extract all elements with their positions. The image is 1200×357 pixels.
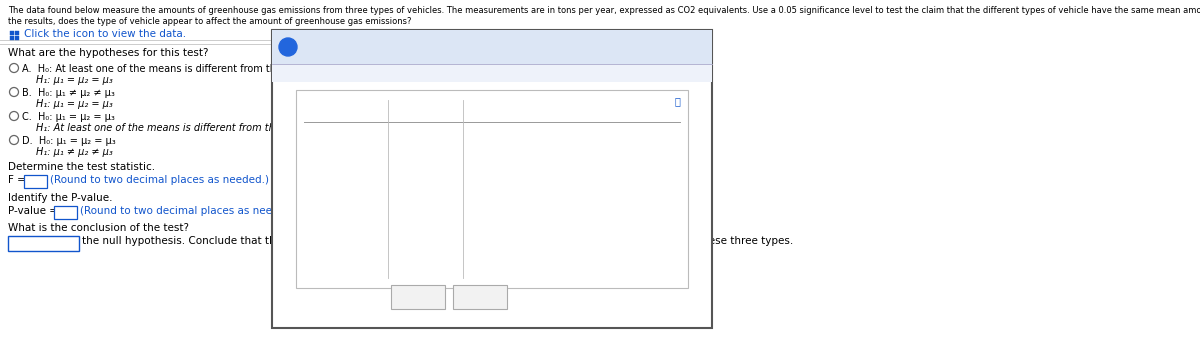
- FancyBboxPatch shape: [7, 236, 78, 251]
- Text: 8.4: 8.4: [418, 177, 434, 187]
- Text: i: i: [286, 41, 290, 51]
- Text: 8.3: 8.3: [343, 243, 359, 253]
- FancyBboxPatch shape: [296, 90, 688, 288]
- Text: The data found below measure the amounts of greenhouse gas emissions from three : The data found below measure the amounts…: [8, 6, 1200, 15]
- Text: Data Table: Data Table: [302, 39, 368, 52]
- Text: 8.7: 8.7: [493, 243, 509, 253]
- Text: ⎗: ⎗: [674, 96, 680, 106]
- Text: —: —: [674, 40, 685, 50]
- Text: Type B: Type B: [407, 108, 445, 118]
- Text: (Round to two decimal places as needed.): (Round to two decimal places as needed.): [50, 175, 269, 185]
- Text: Print: Print: [406, 292, 430, 302]
- Text: H₁: μ₁ = μ₂ = μ₃: H₁: μ₁ = μ₂ = μ₃: [36, 99, 113, 109]
- Circle shape: [278, 38, 298, 56]
- Text: 7.3: 7.3: [343, 128, 359, 138]
- Text: What are the hypotheses for this test?: What are the hypotheses for this test?: [8, 48, 209, 58]
- Text: Done: Done: [467, 292, 493, 302]
- Text: 8.3: 8.3: [493, 177, 509, 187]
- FancyBboxPatch shape: [10, 31, 13, 35]
- Text: 8.2: 8.2: [343, 161, 359, 171]
- Text: 7.9: 7.9: [493, 194, 509, 204]
- Text: P-value =: P-value =: [8, 206, 61, 216]
- Text: What is the conclusion of the test?: What is the conclusion of the test?: [8, 223, 190, 233]
- Text: Identify the P-value.: Identify the P-value.: [8, 193, 113, 203]
- FancyBboxPatch shape: [14, 31, 18, 35]
- Text: 9.2: 9.2: [343, 227, 359, 237]
- Text: 9.2: 9.2: [418, 243, 434, 253]
- Text: X: X: [694, 40, 702, 50]
- Text: 8.4: 8.4: [418, 145, 434, 155]
- Text: 8.2: 8.2: [493, 145, 509, 155]
- Text: D.  H₀: μ₁ = μ₂ = μ₃: D. H₀: μ₁ = μ₂ = μ₃: [22, 136, 115, 146]
- Text: Type C: Type C: [481, 108, 521, 118]
- Text: 8.1: 8.1: [493, 227, 509, 237]
- Text: C.  H₀: μ₁ = μ₂ = μ₃: C. H₀: μ₁ = μ₂ = μ₃: [22, 112, 115, 122]
- Text: 7.3: 7.3: [418, 211, 434, 221]
- Text: the results, does the type of vehicle appear to affect the amount of greenhouse : the results, does the type of vehicle ap…: [8, 17, 412, 26]
- Text: B.  H₀: μ₁ ≠ μ₂ ≠ μ₃: B. H₀: μ₁ ≠ μ₂ ≠ μ₃: [22, 88, 115, 98]
- Text: Click the icon to view the data.: Click the icon to view the data.: [24, 29, 186, 39]
- Text: 9.1: 9.1: [493, 260, 509, 270]
- Text: F =: F =: [8, 175, 29, 185]
- Text: the null hypothesis. Conclude that the type of vehicle: the null hypothesis. Conclude that the t…: [82, 236, 362, 246]
- Text: 8.9: 8.9: [493, 128, 509, 138]
- FancyBboxPatch shape: [14, 36, 18, 40]
- Text: 8.2: 8.2: [343, 211, 359, 221]
- Text: 7.6: 7.6: [418, 128, 434, 138]
- Text: 7.7: 7.7: [418, 194, 434, 204]
- Text: 8.3: 8.3: [343, 177, 359, 187]
- FancyBboxPatch shape: [391, 285, 445, 309]
- FancyBboxPatch shape: [54, 206, 77, 218]
- Text: H₁: μ₁ = μ₂ = μ₃: H₁: μ₁ = μ₂ = μ₃: [36, 75, 113, 85]
- Text: ▼: ▼: [70, 236, 74, 246]
- Text: 8.7: 8.7: [343, 277, 359, 287]
- FancyBboxPatch shape: [24, 175, 47, 187]
- Text: ▼: ▼: [359, 236, 365, 246]
- Text: 9.2: 9.2: [343, 260, 359, 270]
- FancyBboxPatch shape: [272, 30, 712, 328]
- Text: Determine the test statistic.: Determine the test statistic.: [8, 162, 155, 172]
- Text: (Round to two decimal places as needed.): (Round to two decimal places as needed.): [80, 206, 299, 216]
- FancyBboxPatch shape: [454, 285, 508, 309]
- FancyBboxPatch shape: [272, 64, 712, 82]
- FancyBboxPatch shape: [272, 30, 712, 64]
- Text: 8.9: 8.9: [418, 227, 434, 237]
- Text: A.  H₀: At least one of the means is different from the others.: A. H₀: At least one of the means is diff…: [22, 64, 319, 74]
- Text: 7.4: 7.4: [418, 161, 434, 171]
- Text: H₁: μ₁ ≠ μ₂ ≠ μ₃: H₁: μ₁ ≠ μ₂ ≠ μ₃: [36, 147, 113, 157]
- Text: appear to affect the amount of greenhouse gas emissions for these three types.: appear to affect the amount of greenhous…: [374, 236, 793, 246]
- Text: 7.7: 7.7: [493, 161, 509, 171]
- FancyBboxPatch shape: [10, 36, 13, 40]
- Text: 8.2: 8.2: [493, 211, 509, 221]
- Text: H₁: At least one of the means is different from the others.: H₁: At least one of the means is differe…: [36, 123, 318, 133]
- FancyBboxPatch shape: [318, 236, 368, 251]
- Text: 7.4: 7.4: [343, 194, 359, 204]
- Text: Type A: Type A: [331, 108, 371, 118]
- Text: 8.7: 8.7: [343, 145, 359, 155]
